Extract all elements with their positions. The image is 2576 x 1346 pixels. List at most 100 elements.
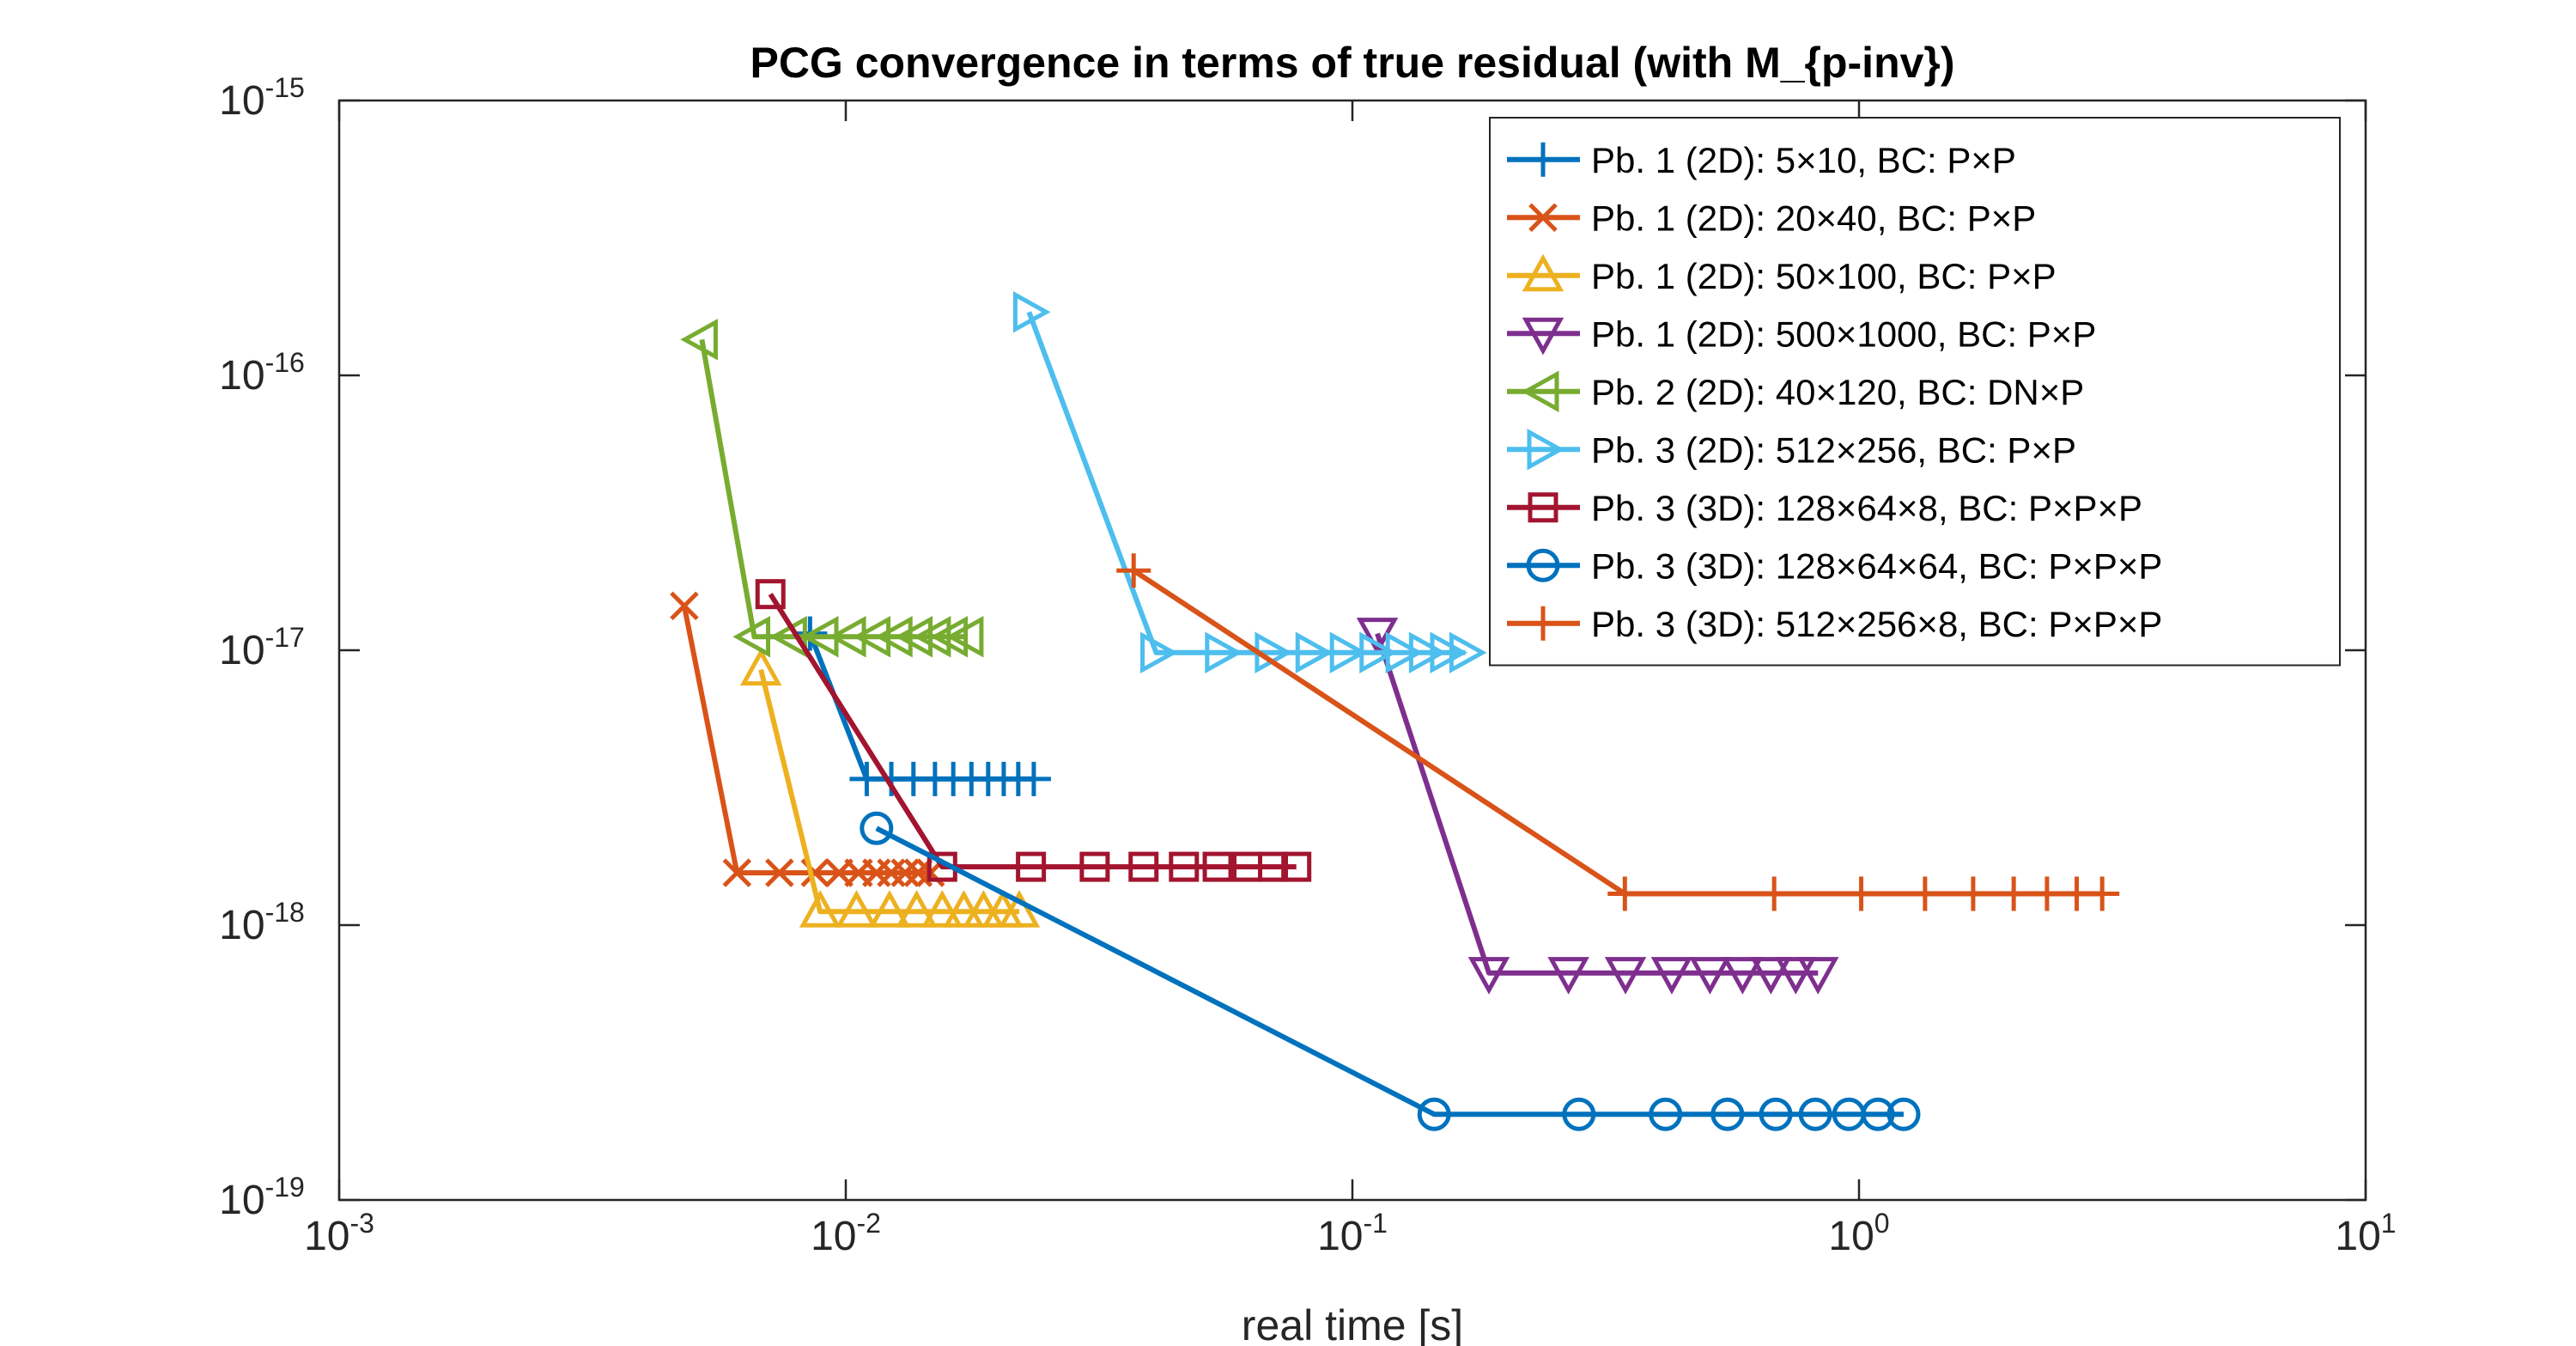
legend-marker — [1522, 317, 1564, 356]
data-point — [1710, 1097, 1745, 1131]
data-point — [739, 648, 782, 686]
data-point — [1417, 1097, 1451, 1131]
data-point — [1079, 851, 1110, 882]
data-point — [1689, 957, 1731, 995]
legend-entry: Pb. 1 (2D): 5×10, BC: P×P — [1507, 140, 2016, 180]
tick-labels: 10-3 10-2 10-1 100 101 10-15 10-16 10-17 10-18 10… — [219, 72, 2396, 1259]
data-point — [1012, 291, 1051, 333]
data-point — [1169, 851, 1200, 882]
data-point — [868, 890, 911, 928]
data-point — [1607, 876, 1643, 911]
chart-title: PCG convergence in terms of true residua… — [750, 39, 1954, 87]
legend-box — [1489, 117, 2341, 667]
data-point — [1650, 957, 1693, 995]
series-1 — [793, 616, 1051, 796]
legend-marker — [1526, 548, 1560, 582]
legend-entry: Pb. 3 (3D): 512×256×8, BC: P×P×P — [1507, 604, 2162, 644]
data-point — [1295, 631, 1334, 674]
legend-entry: Pb. 1 (2D): 500×1000, BC: P×P — [1507, 314, 2096, 356]
legend-entry: Pb. 1 (2D): 50×100, BC: P×P — [1507, 253, 2057, 296]
x-axis-label: real time [s] — [1242, 1301, 1463, 1346]
legend-marker — [1528, 492, 1558, 523]
data-point — [1955, 876, 1990, 911]
data-point — [1329, 631, 1368, 674]
legend-entry: Pb. 3 (3D): 128×64×64, BC: P×P×P — [1507, 545, 2162, 586]
y-tick-label: 10-18 — [219, 897, 305, 948]
legend-label: Pb. 1 (2D): 5×10, BC: P×P — [1591, 140, 2016, 180]
data-point — [1547, 957, 1589, 995]
data-point — [1798, 1097, 1832, 1131]
data-point — [1797, 957, 1839, 995]
data-point — [1467, 957, 1510, 995]
series-3 — [739, 648, 1041, 928]
legend-label: Pb. 1 (2D): 20×40, BC: P×P — [1591, 198, 2036, 238]
data-point — [2029, 876, 2064, 911]
data-point — [670, 591, 699, 621]
data-point — [1359, 631, 1397, 674]
data-point — [1861, 1097, 1895, 1131]
data-point — [1016, 761, 1051, 796]
data-point — [755, 579, 786, 610]
data-point — [1128, 851, 1159, 882]
legend-label: Pb. 3 (2D): 512×256, BC: P×P — [1591, 429, 2076, 470]
series-line — [1375, 632, 1819, 976]
y-tick-label: 10-15 — [219, 72, 305, 124]
legend-entry: Pb. 2 (2D): 40×120, BC: DN×P — [1507, 370, 2084, 412]
data-point — [1016, 851, 1047, 882]
data-point — [1562, 1097, 1596, 1131]
series-9 — [1116, 553, 2120, 911]
x-tick-label: 10-1 — [1317, 1208, 1388, 1259]
y-tick-label: 10-17 — [219, 622, 305, 673]
data-point — [890, 858, 920, 887]
data-point — [1604, 957, 1647, 995]
data-point — [1775, 957, 1817, 995]
legend-label: Pb. 3 (3D): 512×256×8, BC: P×P×P — [1591, 604, 2162, 644]
data-point — [875, 616, 913, 658]
data-point — [943, 890, 985, 928]
data-point — [1907, 876, 1942, 911]
legend-entry: Pb. 3 (3D): 128×64×8, BC: P×P×P — [1507, 488, 2142, 528]
data-point — [1996, 876, 2032, 911]
legend-label: Pb. 1 (2D): 50×100, BC: P×P — [1591, 256, 2057, 296]
series-7 — [755, 579, 1312, 882]
data-point — [2085, 876, 2120, 911]
data-point — [1140, 631, 1178, 674]
legend-entry: Pb. 1 (2D): 20×40, BC: P×P — [1507, 198, 2036, 238]
data-point — [903, 858, 933, 887]
data-point — [1722, 957, 1764, 995]
data-point — [1385, 631, 1424, 674]
x-tick-label: 10-2 — [811, 1208, 881, 1259]
data-point — [853, 616, 891, 658]
data-point — [1886, 1097, 1921, 1131]
legend-marker — [1527, 429, 1565, 471]
series-5 — [680, 319, 984, 658]
y-tick-label: 10-16 — [219, 347, 305, 399]
data-point — [1116, 553, 1151, 588]
data-point — [828, 616, 866, 658]
series-layer — [670, 291, 2120, 1131]
data-point — [722, 858, 752, 887]
series-8 — [860, 811, 1921, 1131]
data-point — [1759, 1097, 1793, 1131]
data-point — [1449, 631, 1487, 674]
legend-label: Pb. 3 (3D): 128×64×64, BC: P×P×P — [1591, 545, 2162, 586]
data-point — [1844, 876, 1879, 911]
y-tick-label: 10-19 — [219, 1172, 305, 1223]
data-point — [1202, 851, 1233, 882]
data-point — [765, 858, 794, 887]
data-point — [732, 616, 771, 658]
legend-marker — [1521, 370, 1559, 412]
data-point — [1757, 876, 1792, 911]
legend-marker — [1526, 606, 1560, 641]
data-point — [1281, 851, 1312, 882]
data-point — [998, 890, 1041, 928]
x-tick-label: 101 — [2335, 1208, 2396, 1259]
legend-marker — [1528, 203, 1558, 233]
legend-entry: Pb. 3 (2D): 512×256, BC: P×P — [1507, 429, 2076, 471]
data-point — [1750, 957, 1792, 995]
data-point — [921, 890, 963, 928]
series-line — [699, 338, 968, 640]
data-point — [1205, 631, 1242, 674]
legend-label: Pb. 1 (2D): 500×1000, BC: P×P — [1591, 314, 2096, 354]
